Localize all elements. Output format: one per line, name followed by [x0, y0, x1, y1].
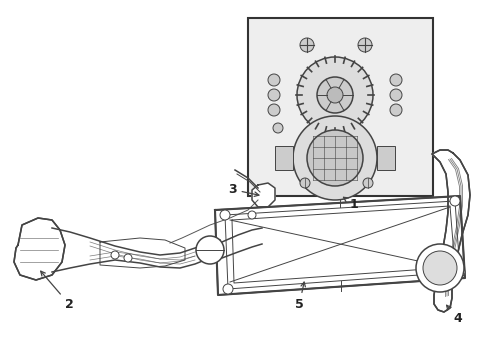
Circle shape: [267, 74, 280, 86]
Circle shape: [299, 178, 309, 188]
Bar: [376, 146, 394, 170]
Text: 2: 2: [41, 271, 74, 311]
Circle shape: [316, 77, 352, 113]
Text: 5: 5: [294, 282, 305, 311]
Circle shape: [389, 89, 401, 101]
Circle shape: [326, 87, 342, 103]
Circle shape: [422, 251, 456, 285]
Polygon shape: [100, 238, 184, 268]
Circle shape: [357, 38, 371, 52]
Circle shape: [267, 104, 280, 116]
Circle shape: [299, 38, 313, 52]
Bar: [247, 18, 432, 196]
Polygon shape: [215, 196, 464, 295]
Circle shape: [449, 196, 459, 206]
Circle shape: [389, 104, 401, 116]
Polygon shape: [431, 150, 469, 312]
Circle shape: [124, 254, 132, 262]
Polygon shape: [14, 218, 65, 280]
Circle shape: [362, 178, 372, 188]
Circle shape: [389, 74, 401, 86]
Circle shape: [111, 251, 119, 259]
Circle shape: [292, 116, 376, 200]
Circle shape: [247, 211, 256, 219]
Circle shape: [415, 244, 463, 292]
Circle shape: [306, 130, 362, 186]
Circle shape: [454, 267, 464, 277]
Text: 3: 3: [227, 183, 258, 197]
Text: 1: 1: [343, 197, 358, 211]
Bar: [274, 146, 292, 170]
Circle shape: [196, 236, 224, 264]
Circle shape: [272, 123, 283, 133]
Polygon shape: [251, 183, 274, 207]
Text: 4: 4: [446, 305, 461, 325]
Circle shape: [220, 210, 229, 220]
Circle shape: [267, 89, 280, 101]
Circle shape: [296, 57, 372, 133]
Circle shape: [223, 284, 232, 294]
